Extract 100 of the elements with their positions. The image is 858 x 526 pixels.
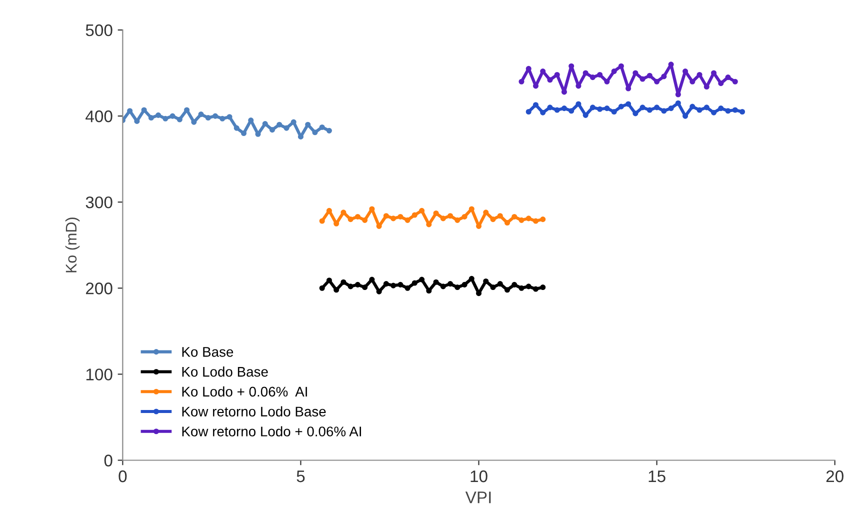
point [326,128,332,134]
point [198,112,204,118]
point [412,212,418,218]
point [554,72,560,78]
point [226,114,232,120]
point [404,217,410,223]
point [369,276,375,282]
point [732,107,738,113]
point [540,216,546,222]
point [512,282,518,288]
point [718,106,724,112]
point [483,210,489,216]
point [354,282,360,288]
point [170,113,176,119]
point [518,217,524,223]
point [547,77,553,83]
point [540,284,546,290]
x-axis-title: VPI [465,492,491,504]
y-tick-label: 0 [104,454,112,466]
point [696,72,702,78]
point [141,107,147,113]
point [234,125,240,131]
point [661,108,667,114]
point [448,213,454,219]
point [440,284,446,290]
point [319,218,325,224]
point [739,108,746,115]
point [362,284,368,290]
point [675,100,681,106]
point [205,114,211,121]
point [611,68,617,74]
point [611,108,617,115]
point [632,110,638,116]
point [490,284,496,290]
point [312,130,318,136]
point [518,78,524,84]
point [696,107,702,113]
point [362,217,368,223]
point [426,288,432,294]
point [504,220,510,226]
point [526,216,532,222]
point [526,284,532,290]
point [604,78,610,84]
point [383,281,389,287]
legend-label: Ko Lodo Base [182,366,268,377]
legend-label: Kow retorno Lodo + 0.06% AI [182,426,361,436]
point [454,284,460,290]
point [134,118,140,124]
point [532,218,539,224]
point [568,63,574,69]
point [597,72,603,78]
point [582,70,588,76]
point [725,108,731,114]
x-tick-label: 0 [118,470,127,482]
point [547,104,553,110]
point [433,210,439,216]
point [348,284,354,290]
point [668,106,674,112]
point [212,113,218,119]
point [710,110,717,116]
point [462,214,468,220]
point [526,108,532,115]
legend-label: Ko Base [182,347,234,357]
x-tick-label: 20 [826,470,844,482]
point [390,282,396,288]
point [554,107,560,113]
point [640,104,646,110]
point [483,278,489,284]
point [512,214,518,220]
y-tick-label: 100 [86,368,112,380]
point [348,216,354,222]
point [497,213,503,219]
point [718,80,724,86]
point [646,107,652,113]
point [433,279,439,285]
point [568,108,574,114]
point [305,122,311,128]
point [326,278,332,284]
legend-label: Kow retorno Lodo Base [182,406,326,417]
y-tick-label: 300 [86,196,112,208]
point [690,104,696,110]
point [276,122,282,128]
point [412,280,418,286]
point [618,104,624,110]
point [604,106,610,112]
point [419,208,425,214]
point [191,119,197,125]
point [319,124,325,130]
y-axis-title: Ko (mD) [65,218,80,272]
point [690,78,696,84]
point [262,121,268,127]
point [561,106,567,112]
point [576,101,582,107]
point [632,70,638,76]
legend-label: Ko Lodo + 0.06% AI [182,386,307,397]
point [354,214,360,220]
point [398,282,404,288]
point [497,281,503,287]
point [704,104,710,110]
point [284,125,290,131]
